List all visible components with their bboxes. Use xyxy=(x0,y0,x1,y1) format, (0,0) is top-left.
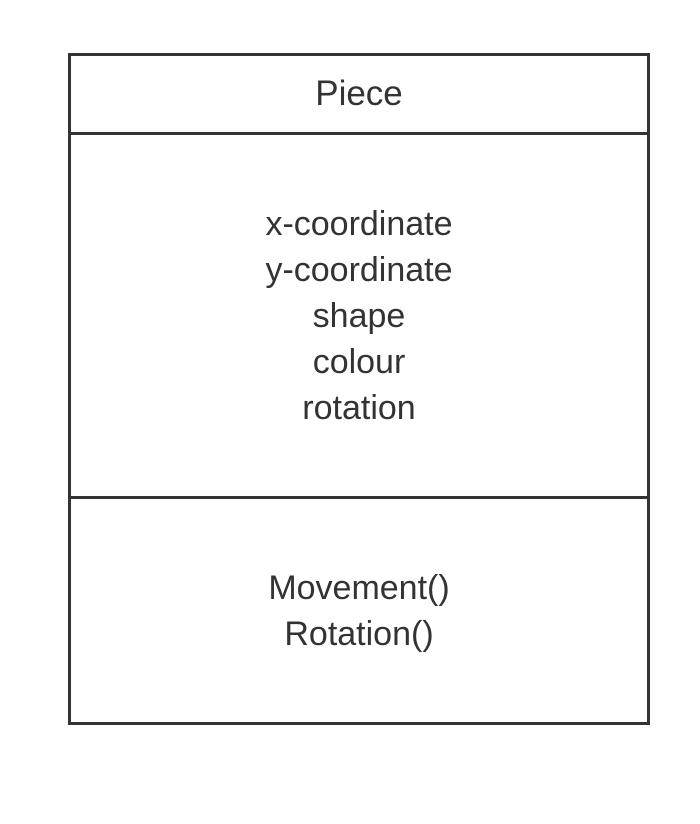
attribute-y-coordinate: y-coordinate xyxy=(265,250,453,289)
uml-class-box: Piece x-coordinate y-coordinate shape co… xyxy=(68,53,650,725)
class-name-section: Piece xyxy=(71,56,647,135)
attribute-x-coordinate: x-coordinate xyxy=(265,204,453,243)
method-rotation: Rotation() xyxy=(284,614,434,653)
class-name: Piece xyxy=(315,74,403,113)
methods-section: Movement() Rotation() xyxy=(71,499,647,722)
attribute-rotation: rotation xyxy=(302,388,416,427)
attribute-shape: shape xyxy=(312,296,406,335)
method-movement: Movement() xyxy=(268,568,450,607)
attributes-section: x-coordinate y-coordinate shape colour r… xyxy=(71,135,647,499)
attribute-colour: colour xyxy=(312,342,406,381)
